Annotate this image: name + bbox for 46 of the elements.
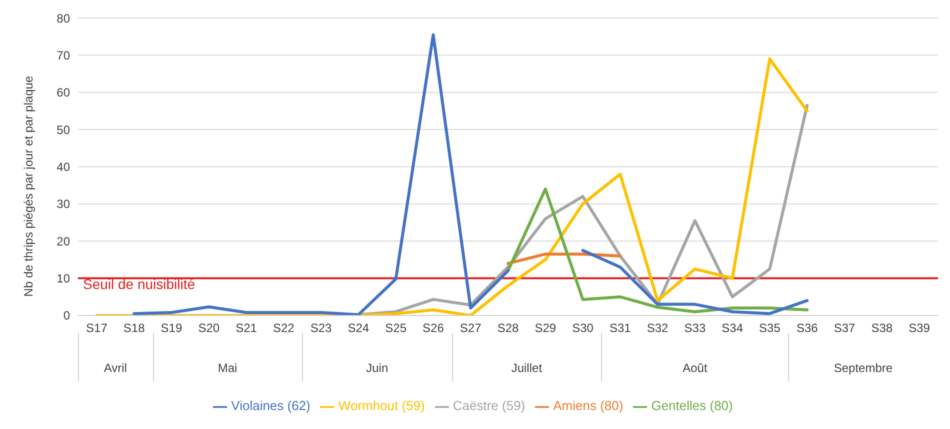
x-tick-label: S37 [834, 320, 856, 335]
x-tick-label: S22 [272, 320, 295, 335]
text: Juin [365, 361, 390, 375]
text: Avril [102, 361, 128, 375]
x-tick-label: S32 [646, 320, 669, 335]
y-axis-title: Nb de thrips piégés par jour et par plaque [21, 76, 36, 297]
x-tick-label: S31 [609, 320, 632, 335]
x-tick-label: S38 [871, 320, 893, 335]
x-tick-label: S29 [534, 320, 556, 335]
x-tick-label: S21 [236, 320, 258, 335]
x-tick-label: S27 [460, 320, 482, 335]
y-tick-label: 80 [56, 11, 70, 26]
x-tick-label: S19 [160, 320, 182, 335]
x-tick-label: S23 [310, 320, 332, 335]
legend-label: Amiens (80) [553, 398, 624, 414]
text: Septembre [832, 361, 894, 375]
text: Août [682, 361, 708, 375]
x-tick-label: S24 [348, 320, 370, 335]
x-tick-label: S18 [123, 320, 146, 335]
y-tick-label: 70 [56, 48, 70, 62]
x-tick-label: S20 [198, 320, 220, 335]
x-tick-label: S39 [908, 320, 930, 335]
x-tick-label: S26 [422, 320, 444, 335]
x-tick-label: S28 [497, 320, 519, 335]
x-tick-label: S33 [684, 320, 706, 335]
legend-label: Caëstre (59) [452, 398, 526, 414]
y-tick-label: 40 [56, 160, 70, 174]
text: Mai [216, 361, 238, 375]
y-tick-label: 20 [56, 234, 70, 248]
ref-line-label: Seuil de nuisibilité [83, 276, 196, 292]
y-tick-label: 0 [63, 308, 70, 323]
x-tick-label: S30 [572, 320, 594, 335]
x-tick-label: S35 [759, 320, 781, 335]
y-tick-label: 10 [56, 272, 70, 286]
x-tick-label: S34 [722, 320, 744, 335]
y-tick-label: 60 [56, 86, 70, 100]
text: Juillet [510, 361, 544, 375]
legend-label: Violaines (62) [231, 398, 310, 414]
x-tick-label: S36 [796, 320, 818, 335]
x-tick-label: S17 [86, 320, 108, 335]
y-tick-label: 50 [56, 122, 70, 137]
legend-label: Gentelles (80) [651, 398, 733, 414]
y-tick-label: 30 [56, 197, 70, 212]
legend-label: Wormhout (59) [338, 398, 425, 414]
x-tick-label: S25 [385, 320, 407, 335]
line-series [506, 188, 809, 314]
